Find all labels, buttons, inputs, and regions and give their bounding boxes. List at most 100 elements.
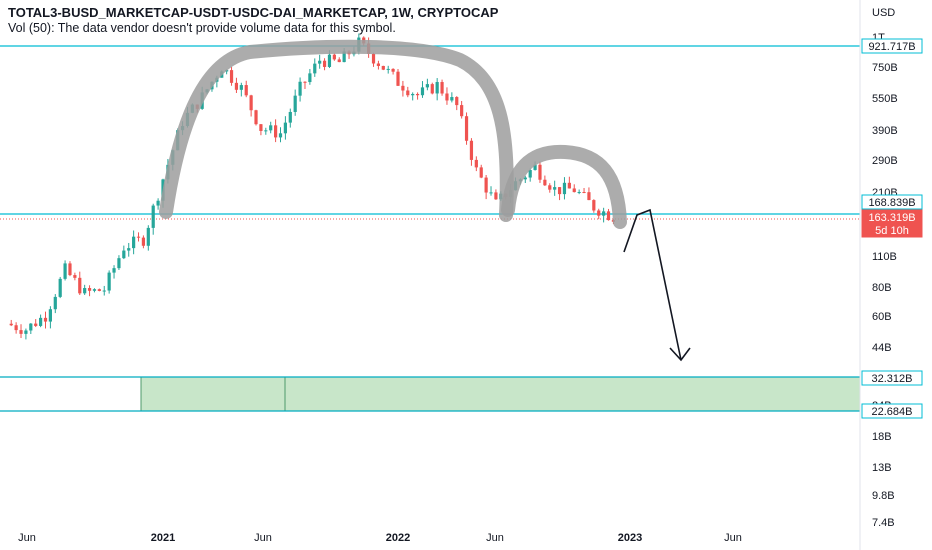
candle-body [29, 323, 33, 331]
candle-body [572, 188, 576, 193]
candle-body [14, 325, 18, 331]
candle-body [127, 248, 131, 251]
candle-body [97, 289, 101, 291]
candle-body [597, 210, 601, 216]
candle-body [592, 200, 596, 211]
candle-body [259, 124, 263, 131]
price-tag: 163.319B [861, 209, 923, 225]
x-tick-label: Jun [254, 532, 272, 544]
candle-body [156, 200, 160, 206]
price-tag: 921.717B [861, 38, 923, 54]
candle-body [386, 68, 390, 70]
candle-body [479, 167, 483, 178]
candle-body [538, 164, 542, 180]
x-tick-label: Jun [18, 532, 36, 544]
candle-body [533, 164, 537, 170]
y-tick-label: 60B [872, 311, 892, 323]
x-tick-label: Jun [724, 532, 742, 544]
candle-body [53, 296, 57, 310]
candle-body [415, 93, 420, 96]
price-tag-label: 921.717B [868, 41, 915, 53]
candle-body [269, 125, 273, 131]
candle-body [401, 85, 405, 91]
candle-body [313, 63, 317, 74]
candle-body [234, 82, 239, 90]
candle-body [58, 278, 62, 297]
candle-body [303, 81, 307, 83]
candle-body [288, 111, 292, 123]
candle-body [141, 237, 146, 246]
candle-body [43, 317, 48, 322]
candle-body [24, 330, 28, 334]
candle-body [430, 84, 434, 94]
candle-body [63, 263, 67, 279]
price-tag: 32.312B [861, 370, 923, 386]
candle-body [136, 236, 141, 238]
candle-body [78, 277, 82, 294]
x-tick-label: 2021 [151, 532, 175, 544]
candle-body [278, 133, 283, 138]
candle-body [308, 73, 312, 83]
candle-body [435, 82, 439, 94]
candle-body [151, 205, 155, 228]
candle-body [464, 116, 469, 141]
candle-body [117, 258, 121, 269]
candle-body [337, 59, 341, 63]
candle-body [420, 87, 425, 96]
candle-body [425, 84, 429, 88]
candle-body [528, 169, 532, 178]
candle-body [381, 65, 385, 70]
y-tick-label: 110B [872, 251, 897, 263]
candle-body [557, 187, 562, 195]
price-tag-label: 168.839B [868, 197, 915, 209]
candle-body [112, 268, 116, 273]
candle-body [39, 317, 43, 326]
head-shoulder-shape-right [501, 144, 627, 229]
candle-body [322, 60, 327, 67]
chart-title: TOTAL3-BUSD_MARKETCAP-USDT-USDC-DAI_MARK… [8, 5, 499, 20]
candle-body [298, 81, 302, 96]
candle-body [494, 192, 498, 200]
time-axis[interactable]: Jun 2021 Jun 2022 Jun 2023 Jun [18, 532, 742, 544]
price-tag-label: 163.319B [868, 212, 915, 224]
y-tick-label: 550B [872, 93, 898, 105]
candle-body [87, 288, 92, 291]
y-tick-label: 290B [872, 155, 898, 167]
candle-body [606, 211, 611, 221]
y-tick-label: 80B [872, 282, 892, 294]
candle-body [332, 54, 336, 60]
candle-body [371, 53, 376, 64]
candle-body [102, 290, 106, 292]
candle-body [293, 95, 297, 112]
candle-body [602, 211, 606, 216]
candle-body [553, 187, 557, 190]
projection-arrow [623, 208, 682, 361]
candle-body [19, 330, 23, 334]
candle-body [411, 93, 415, 96]
candles-layer [9, 33, 616, 340]
candle-body [342, 51, 346, 63]
x-tick-label: 2022 [386, 532, 410, 544]
candle-body [489, 192, 493, 194]
price-axis[interactable]: 1T750B550B390B290B210B110B80B60B44B24B18… [872, 32, 898, 529]
x-tick-label: 2023 [618, 532, 642, 544]
y-tick-label: 44B [872, 342, 892, 354]
y-tick-label: 390B [872, 125, 898, 137]
candle-body [406, 90, 410, 96]
candle-body [577, 192, 581, 194]
candle-body [229, 70, 234, 83]
price-tag-label: 32.312B [872, 373, 913, 385]
candle-body [484, 177, 488, 193]
price-tag-label: 5d 10h [875, 225, 909, 237]
candle-body [567, 182, 571, 189]
y-tick-label: 7.4B [872, 517, 895, 529]
candle-body [83, 288, 87, 294]
candle-body [543, 179, 547, 186]
y-tick-label: 9.8B [872, 490, 895, 502]
currency-label: USD [872, 7, 895, 19]
candle-body [264, 130, 268, 132]
y-tick-label: 18B [872, 431, 892, 443]
candle-body [132, 236, 136, 249]
